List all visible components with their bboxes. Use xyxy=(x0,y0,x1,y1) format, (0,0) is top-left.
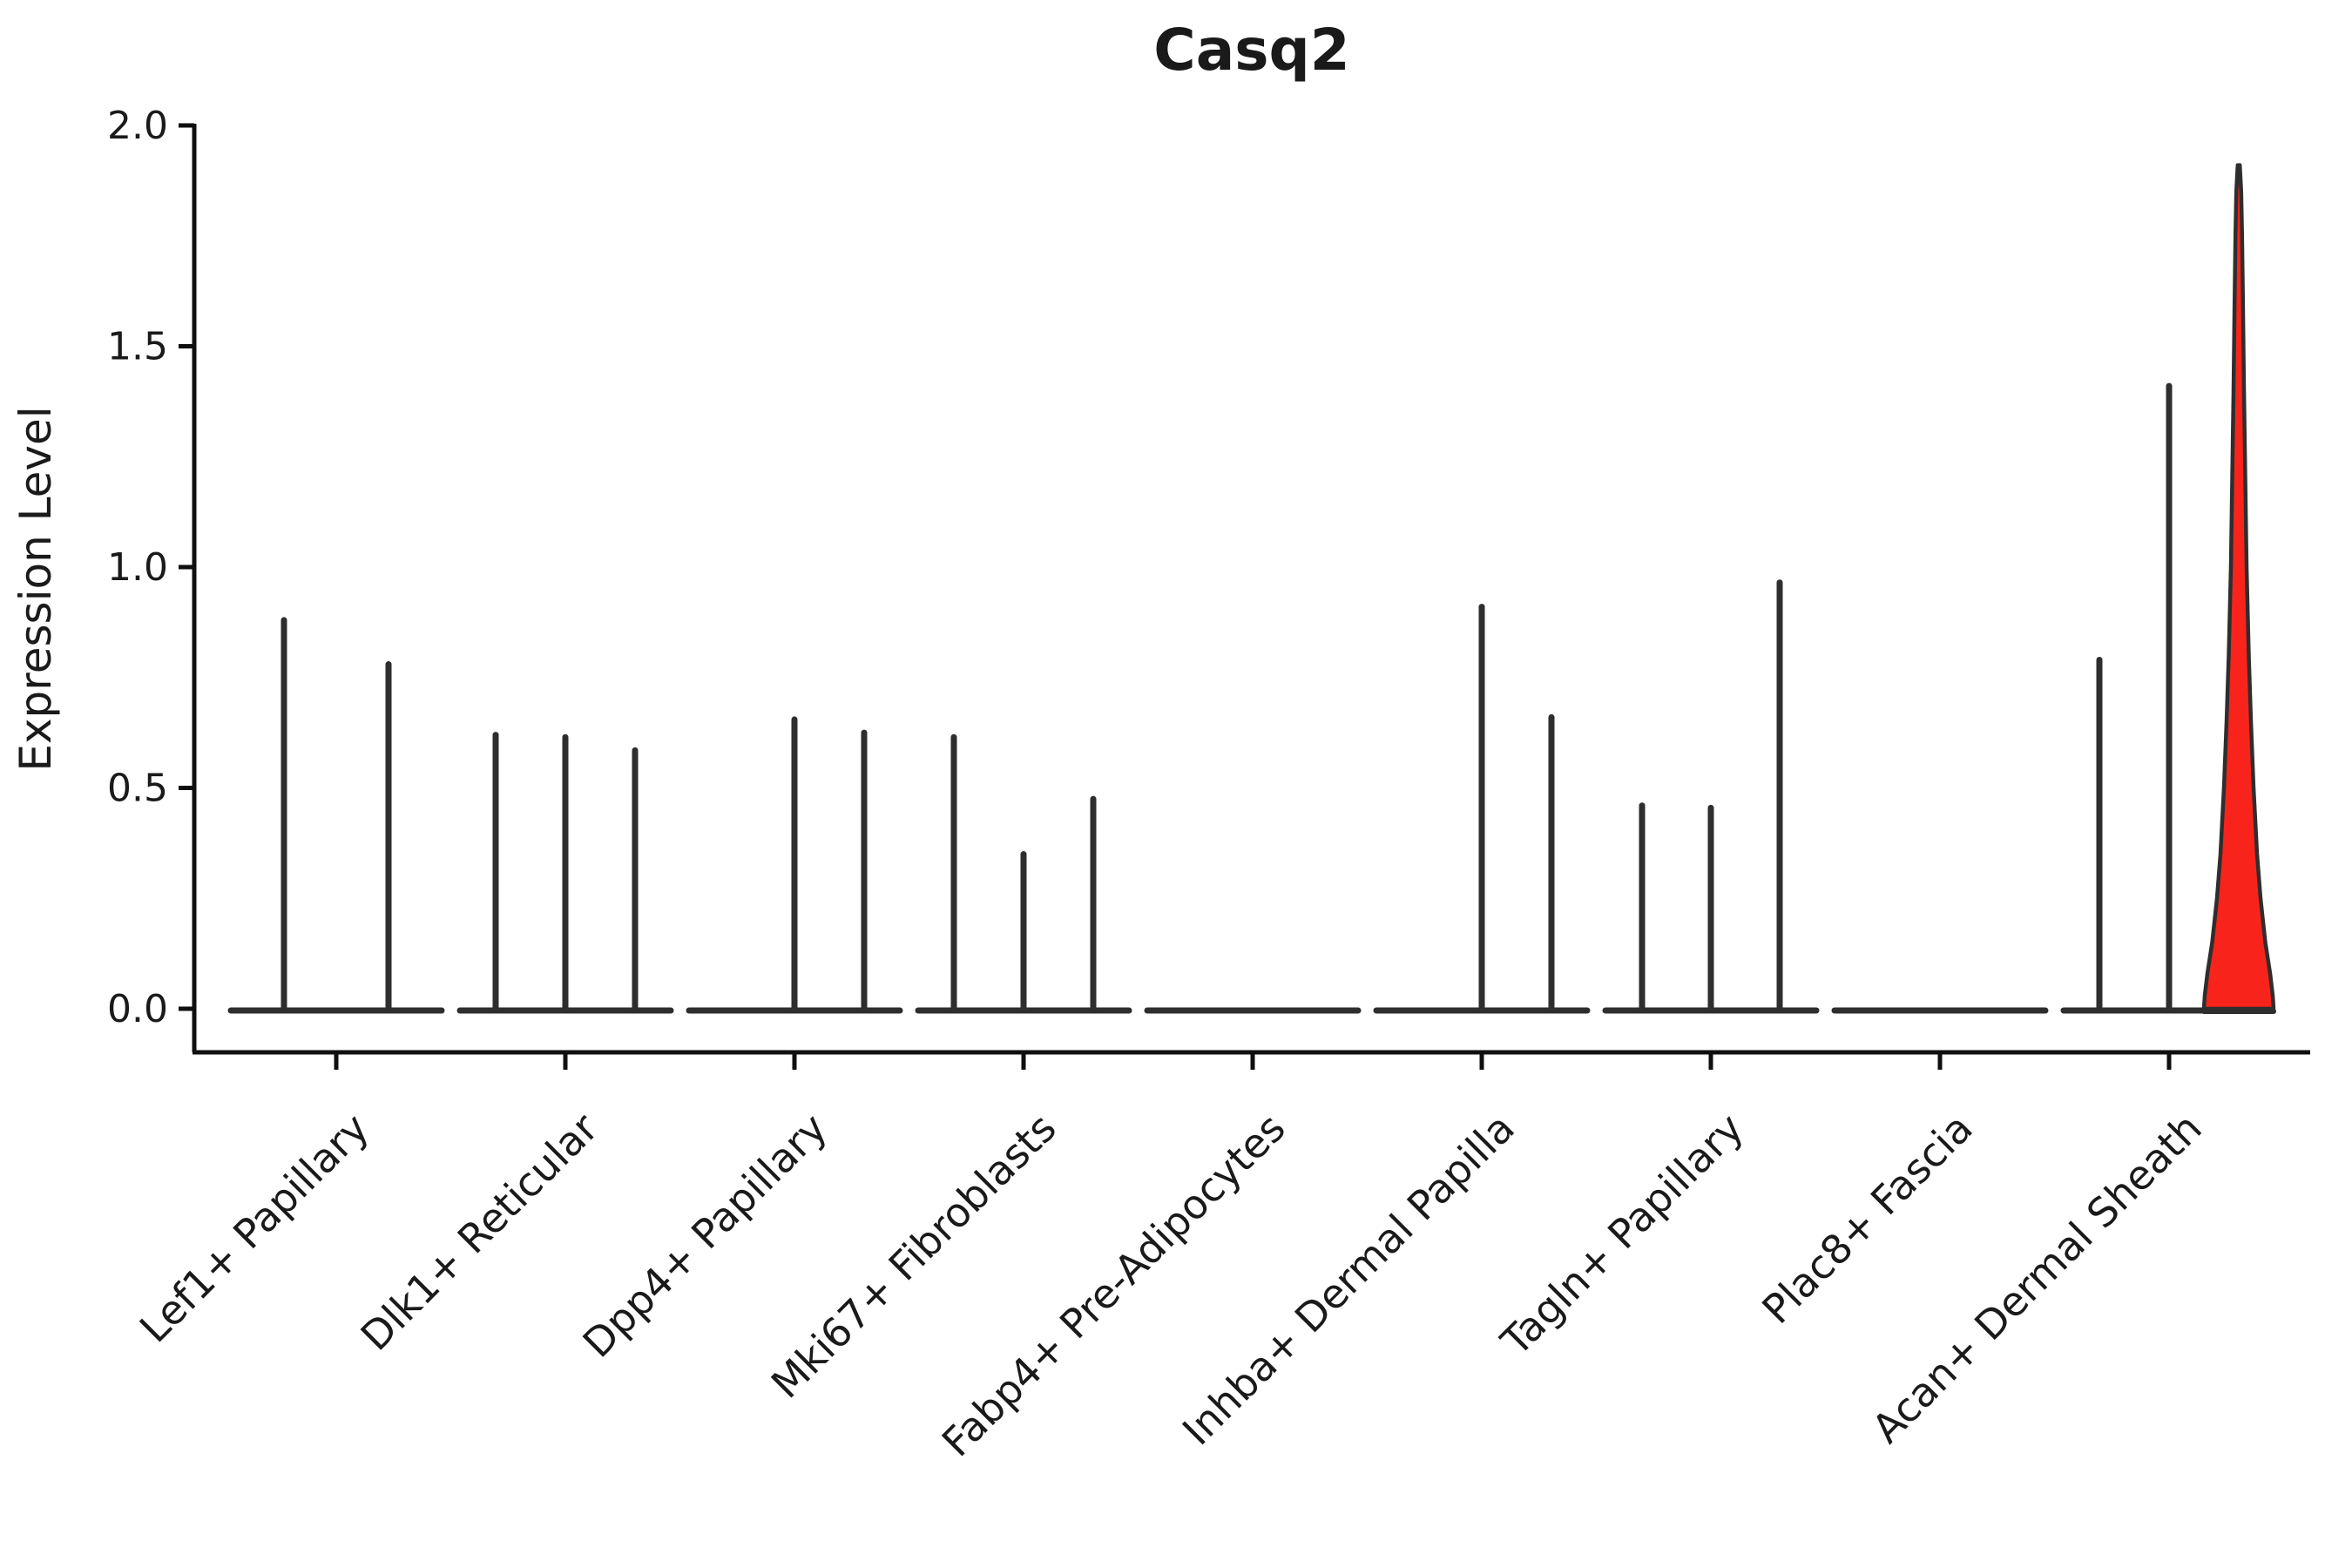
x-tick-label: Tagln+ Papillary xyxy=(1491,1105,1753,1366)
x-tick-label: Dpp4+ Papillary xyxy=(574,1105,836,1367)
y-tick-label: 0.0 xyxy=(107,987,168,1031)
y-tick-label: 1.5 xyxy=(107,325,168,369)
x-tick-label: Lef1+ Papillary xyxy=(131,1105,378,1352)
y-axis-label: Expression Level xyxy=(10,406,61,771)
y-tick-label: 1.0 xyxy=(107,545,168,590)
y-tick-label: 2.0 xyxy=(107,104,168,148)
y-tick-label: 0.5 xyxy=(107,767,168,811)
x-tick-label: Dlk1+ Reticular xyxy=(352,1105,607,1360)
highlighted-violin xyxy=(2201,163,2276,1011)
plot-title: Casq2 xyxy=(1153,17,1349,84)
x-tick-label: Plac8+ Fascia xyxy=(1753,1105,1981,1333)
